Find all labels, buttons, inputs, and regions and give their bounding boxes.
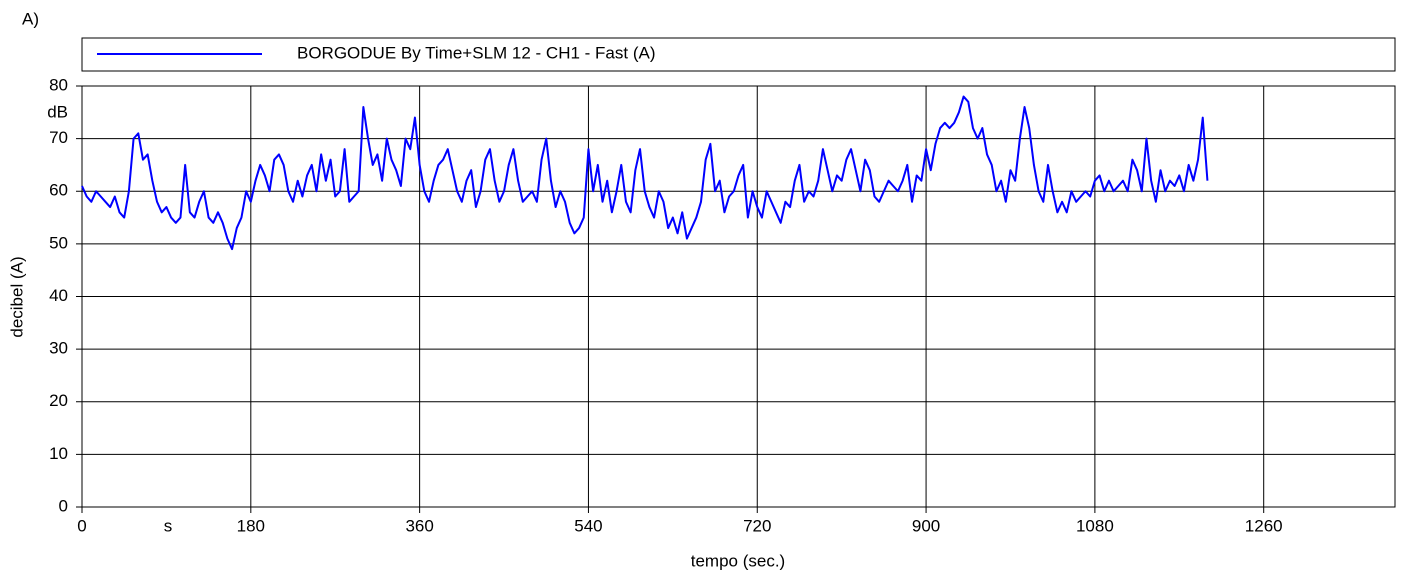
x-tick-label: 540 (574, 516, 602, 535)
y-tick-label: 30 (49, 339, 68, 358)
y-unit: dB (47, 102, 68, 121)
data-line (81, 95, 1209, 251)
x-unit: s (164, 516, 173, 535)
x-tick-label: 900 (912, 516, 940, 535)
y-tick-label: 70 (49, 128, 68, 147)
panel-label: A) (22, 9, 39, 28)
x-tick-label: 180 (237, 516, 265, 535)
y-tick-label: 0 (59, 496, 68, 515)
x-tick-label: 720 (743, 516, 771, 535)
x-tick-label: 0 (77, 516, 86, 535)
y-tick-label: 50 (49, 233, 68, 252)
x-tick-label: 360 (405, 516, 433, 535)
y-tick-label: 80 (49, 75, 68, 94)
y-tick-label: 40 (49, 286, 68, 305)
x-axis-label: tempo (sec.) (691, 551, 785, 570)
y-tick-label: 60 (49, 181, 68, 200)
plot-frame (81, 85, 1396, 508)
legend-box (81, 37, 1396, 72)
y-tick-label: 20 (49, 391, 68, 410)
y-tick-label: 10 (49, 444, 68, 463)
x-tick-label: 1080 (1076, 516, 1114, 535)
y-axis-label: decibel (A) (7, 256, 26, 337)
x-tick-label: 1260 (1245, 516, 1283, 535)
legend-label: BORGODUE By Time+SLM 12 - CH1 - Fast (A) (297, 43, 656, 62)
